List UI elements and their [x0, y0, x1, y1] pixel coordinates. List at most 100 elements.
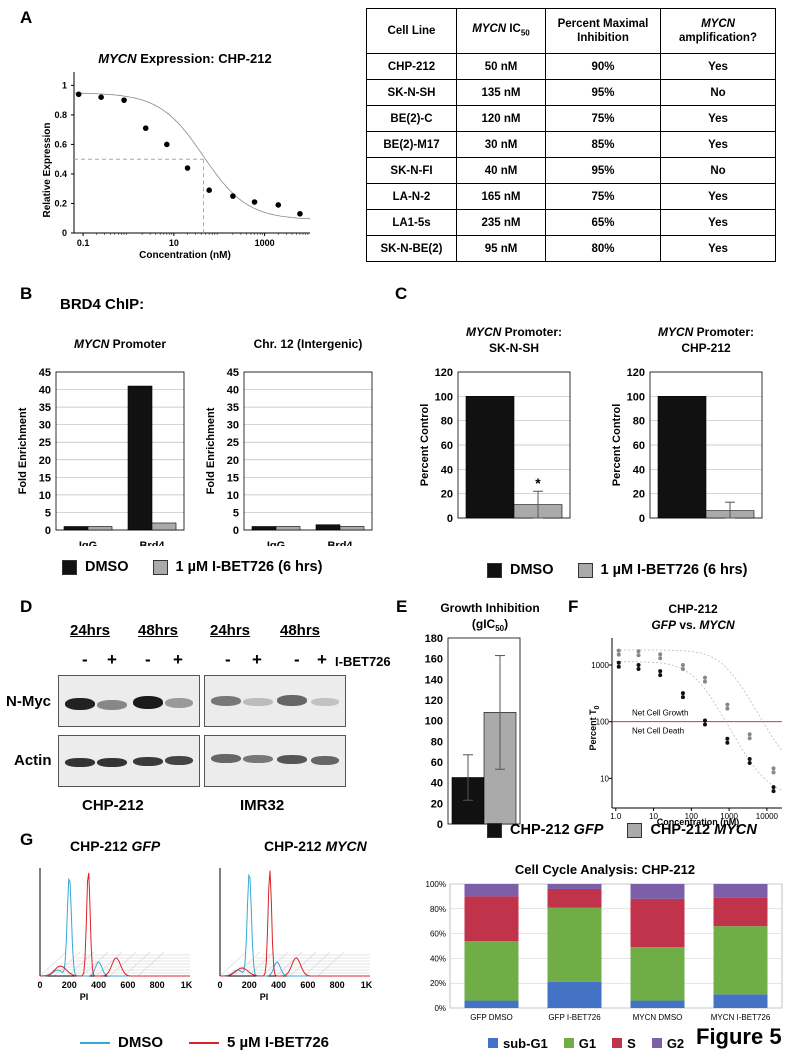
y-tick-label: 30	[39, 420, 51, 432]
legend-line-dmso	[80, 1041, 110, 1044]
x-tick-label: 10	[169, 238, 179, 248]
legend-label-dmso: DMSO	[85, 559, 129, 575]
panel-e-title-line2: (gIC50)	[472, 617, 508, 633]
data-point	[75, 91, 82, 98]
y-tick-label: 0.6	[54, 139, 67, 149]
panel-d-western-blot: 24hrs 48hrs 24hrs 48hrs - + - + - + - + …	[0, 0, 400, 820]
panel-e-growth-inhibition-chart: Growth Inhibition (gIC50) 0 20 40 60 80 100 12…	[425, 601, 540, 831]
sign-label: -	[145, 650, 151, 669]
legend-label-ibet: 1 µM I-BET726 (6 hrs)	[600, 562, 748, 578]
chart-title: MYCN Promoter:	[466, 325, 562, 339]
table-cell: Yes	[660, 131, 776, 158]
data-point	[702, 722, 707, 727]
x-tick-label: 100	[685, 812, 699, 821]
x-axis-label: PI	[80, 992, 89, 1002]
x-tick-label: MYCN I-BET726	[711, 1013, 771, 1022]
data-point	[636, 653, 641, 658]
y-tick-label: 0	[62, 228, 67, 238]
stacked-bar-segment	[713, 994, 768, 1008]
panel-ef-legend: CHP-212 GFP CHP-212 MYCN	[487, 822, 757, 838]
table-row: LA1-5s 235 nM 65% Yes	[366, 209, 776, 236]
table-cell: BE(2)-C	[366, 105, 457, 132]
bar	[657, 396, 707, 519]
data-point	[747, 736, 752, 741]
panel-f-x-label: Concentration (nM)	[657, 817, 740, 827]
band	[165, 756, 193, 765]
y-tick-label: 5	[45, 507, 51, 519]
panel-label-a: A	[20, 8, 33, 27]
x-tick-label: 400	[91, 980, 106, 990]
y-tick-label: 1000	[591, 661, 609, 670]
bar	[127, 385, 153, 531]
data-point	[206, 187, 212, 193]
stack-line	[303, 951, 331, 977]
legend-swatch	[488, 1038, 498, 1048]
data-point	[771, 785, 776, 790]
data-point	[184, 165, 191, 171]
y-tick-label: 35	[39, 402, 51, 414]
stack-line	[137, 951, 165, 977]
y-tick-label: 35	[227, 402, 239, 414]
table-cell: 95%	[545, 157, 661, 184]
band	[211, 754, 241, 763]
annotation: Net Cell Growth	[632, 709, 688, 718]
table-cell: 65%	[545, 209, 661, 236]
y-tick-label: 25	[39, 437, 51, 449]
panel-a-x-label: Concentration (nM)	[139, 250, 231, 261]
y-tick-label: 140	[425, 674, 443, 686]
chart-title: MYCN Promoter:	[658, 325, 754, 339]
x-tick-label: IgG	[267, 540, 285, 546]
data-point	[771, 770, 776, 775]
y-tick-label: 10	[600, 774, 609, 783]
y-axis-label: Fold Enrichment	[205, 407, 217, 494]
data-point	[702, 679, 707, 684]
legend-swatch-gfp	[487, 822, 502, 838]
legend-swatch-ibet	[152, 559, 168, 575]
x-tick-label: IgG	[79, 540, 97, 546]
table-cell: Yes	[660, 53, 776, 80]
y-tick-label: 60	[431, 757, 443, 769]
band	[97, 700, 127, 710]
panel-c-chp212-chart: MYCN Promoter: CHP-212 0 20 40 60 80 100 120 Perc…	[611, 325, 763, 525]
time-label: 24hrs	[70, 622, 111, 639]
table-cell: 40 nM	[456, 157, 546, 184]
table-cell: No	[660, 79, 776, 106]
bar	[339, 526, 365, 531]
data-point	[616, 648, 621, 653]
stacked-bar-segment	[713, 926, 768, 995]
y-tick-label: 10	[227, 490, 239, 502]
band	[311, 698, 339, 706]
table-cell: Yes	[660, 235, 776, 262]
table-cell: 235 nM	[456, 209, 546, 236]
stacked-bar-segment	[547, 888, 602, 908]
stack-line	[109, 951, 137, 977]
data-point	[658, 669, 663, 674]
y-tick-label: 40	[441, 464, 453, 476]
band	[243, 755, 273, 763]
x-tick-label: 0.1	[77, 238, 90, 248]
band	[133, 696, 163, 709]
bar	[151, 522, 177, 531]
table-cell: 75%	[545, 105, 661, 132]
chart-title: Chr. 12 (Intergenic)	[254, 337, 363, 351]
stack-line	[219, 951, 247, 977]
band	[277, 755, 307, 764]
annotation: Net Cell Death	[632, 727, 684, 736]
panel-label-c: C	[395, 284, 408, 303]
chart-title-line2: SK-N-SH	[489, 341, 539, 355]
x-tick-label: 800	[330, 980, 345, 990]
col-header-cell-line: Cell Line	[366, 8, 457, 54]
fit-curve	[73, 92, 311, 220]
y-tick-label: 20%	[430, 979, 446, 988]
y-tick-label: 0.8	[54, 110, 67, 120]
stack-line	[123, 951, 151, 977]
cell-line-label-imr32: IMR32	[240, 797, 285, 814]
stacked-bar-segment	[713, 884, 768, 898]
cell-cycle-title: Cell Cycle Analysis: CHP-212	[515, 862, 695, 877]
y-tick-label: 0.2	[54, 198, 67, 208]
table-cell: 80%	[545, 235, 661, 262]
sign-label: +	[107, 650, 117, 669]
y-tick-label: 120	[435, 367, 453, 379]
cell-cycle-stacked-bar-chart: Cell Cycle Analysis: CHP-212 0% 20% 40% 60%…	[426, 862, 783, 1022]
chart-title-line2: CHP-212	[681, 341, 731, 355]
